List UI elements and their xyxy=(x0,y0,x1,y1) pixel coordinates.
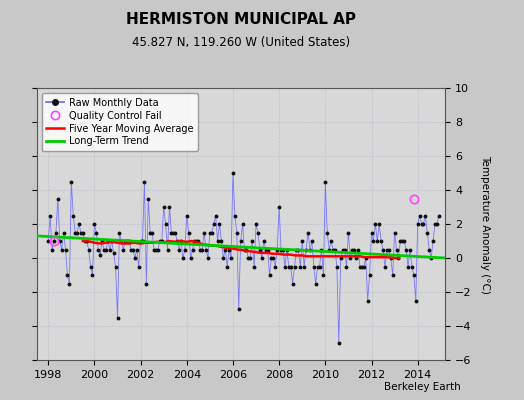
Y-axis label: Temperature Anomaly (°C): Temperature Anomaly (°C) xyxy=(480,154,490,294)
Legend: Raw Monthly Data, Quality Control Fail, Five Year Moving Average, Long-Term Tren: Raw Monthly Data, Quality Control Fail, … xyxy=(41,93,198,151)
Text: HERMISTON MUNICIPAL AP: HERMISTON MUNICIPAL AP xyxy=(126,12,356,27)
Text: 45.827 N, 119.260 W (United States): 45.827 N, 119.260 W (United States) xyxy=(132,36,350,49)
Text: Berkeley Earth: Berkeley Earth xyxy=(385,382,461,392)
